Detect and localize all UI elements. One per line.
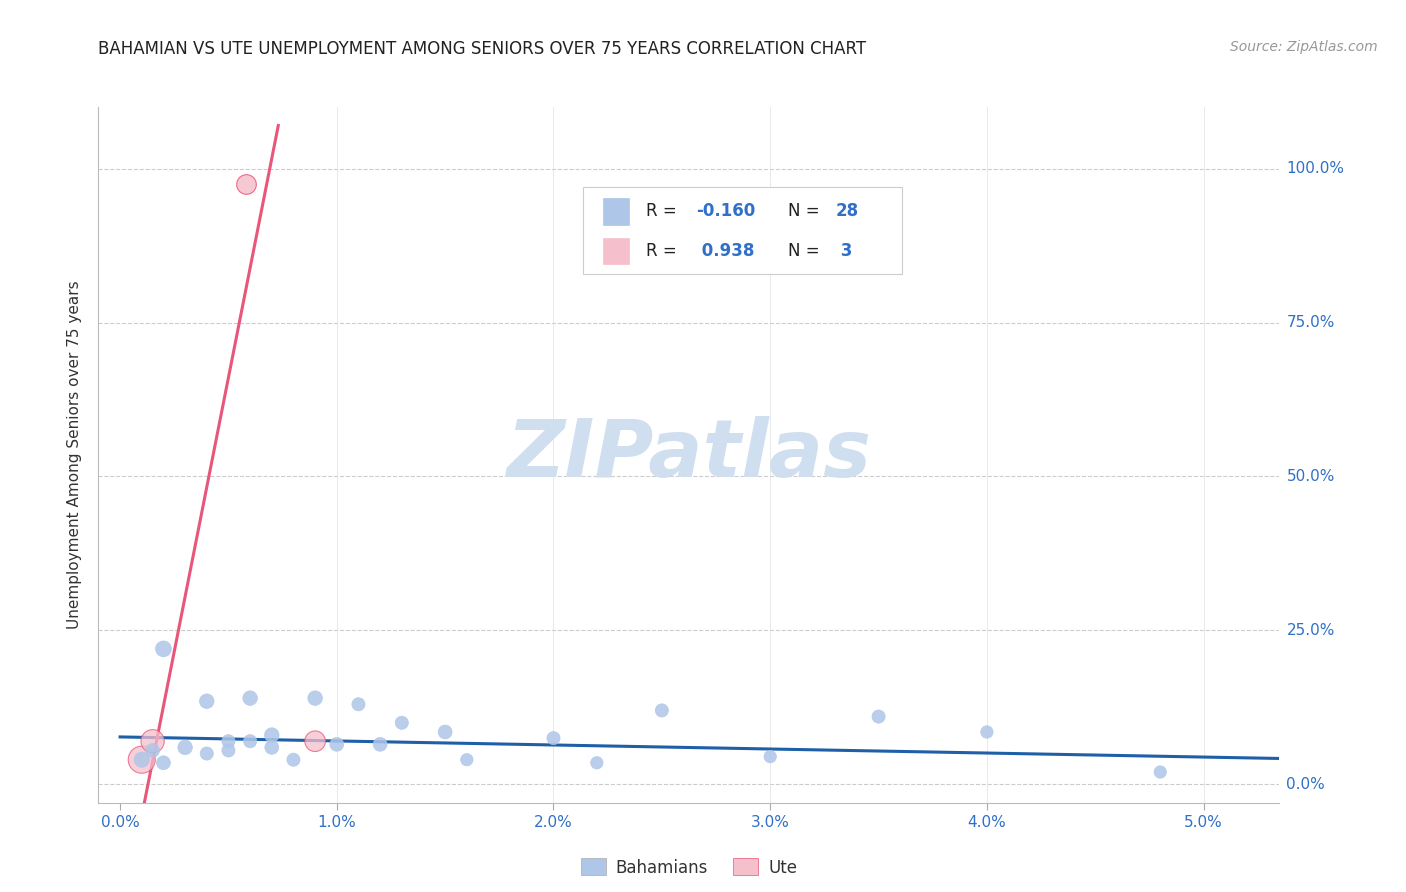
Point — [868, 709, 890, 723]
Text: ZIPatlas: ZIPatlas — [506, 416, 872, 494]
Text: 3: 3 — [835, 242, 853, 260]
Point — [131, 753, 153, 767]
Y-axis label: Unemployment Among Seniors over 75 years: Unemployment Among Seniors over 75 years — [67, 281, 83, 629]
Point — [585, 756, 607, 770]
Point — [283, 753, 305, 767]
Point — [235, 177, 257, 191]
Point — [1149, 764, 1171, 779]
Point — [368, 737, 391, 751]
Point — [651, 703, 673, 717]
Text: BAHAMIAN VS UTE UNEMPLOYMENT AMONG SENIORS OVER 75 YEARS CORRELATION CHART: BAHAMIAN VS UTE UNEMPLOYMENT AMONG SENIO… — [98, 40, 866, 58]
Text: Source: ZipAtlas.com: Source: ZipAtlas.com — [1230, 40, 1378, 54]
Point — [759, 749, 782, 764]
Point — [152, 756, 174, 770]
Point — [326, 737, 349, 751]
Point — [543, 731, 565, 746]
Bar — [603, 238, 628, 264]
Point — [347, 698, 370, 712]
Point — [456, 753, 478, 767]
Point — [217, 743, 239, 757]
Bar — [603, 198, 628, 225]
Point — [131, 753, 153, 767]
Point — [391, 715, 413, 730]
Legend: Bahamians, Ute: Bahamians, Ute — [572, 850, 806, 885]
Point — [217, 734, 239, 748]
Text: 28: 28 — [835, 202, 859, 220]
Text: 100.0%: 100.0% — [1286, 161, 1344, 176]
Text: 0.0%: 0.0% — [1286, 777, 1326, 792]
Point — [260, 728, 283, 742]
Point — [304, 691, 326, 706]
Point — [304, 734, 326, 748]
Point — [142, 743, 165, 757]
Point — [195, 694, 218, 708]
Point — [976, 725, 998, 739]
Text: N =: N = — [789, 242, 825, 260]
Text: 0.938: 0.938 — [696, 242, 755, 260]
Point — [142, 734, 165, 748]
FancyBboxPatch shape — [582, 187, 901, 274]
Text: 50.0%: 50.0% — [1286, 469, 1334, 484]
Point — [195, 747, 218, 761]
Text: 25.0%: 25.0% — [1286, 623, 1334, 638]
Point — [434, 725, 457, 739]
Point — [239, 691, 262, 706]
Text: N =: N = — [789, 202, 825, 220]
Point — [152, 641, 174, 656]
Point — [239, 734, 262, 748]
Point — [260, 740, 283, 755]
Point — [174, 740, 197, 755]
Text: -0.160: -0.160 — [696, 202, 755, 220]
Text: R =: R = — [647, 242, 682, 260]
Text: 75.0%: 75.0% — [1286, 315, 1334, 330]
Text: R =: R = — [647, 202, 682, 220]
